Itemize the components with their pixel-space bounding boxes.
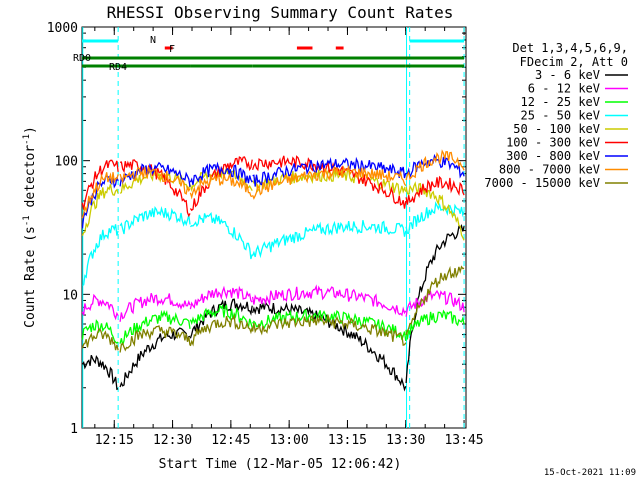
y-axis-label-sup-1: -1 xyxy=(22,215,32,226)
labels-layer: 1 10 100 1000 12:15 12:30 12:45 13:00 13:15 13:30… xyxy=(47,21,628,448)
timestamp: 15-Oct-2021 11:09 xyxy=(544,468,636,478)
y-tick-label: 100 xyxy=(55,155,78,170)
y-axis-label-main: Count Rate (s xyxy=(23,226,38,328)
series-line xyxy=(81,167,465,241)
x-tick-label: 13:00 xyxy=(270,433,309,448)
x-tick-label: 13:15 xyxy=(328,433,367,448)
legend-entry-label: 300 - 800 keV xyxy=(506,149,600,163)
series-line xyxy=(81,149,465,219)
legend-header-line-2: FDecim 2, Att 0 xyxy=(520,55,628,69)
legend-entry-label: 7000 - 15000 keV xyxy=(484,176,600,190)
legend-entry-label: 6 - 12 keV xyxy=(528,82,600,96)
x-tick-label: 12:30 xyxy=(153,433,192,448)
legend-entry-label: 800 - 7000 keV xyxy=(499,163,600,177)
y-tick-label: 10 xyxy=(62,288,78,303)
legend-entry-label: 25 - 50 keV xyxy=(521,109,600,123)
y-axis-label-end: ) xyxy=(23,126,38,134)
flag-bar-label: F xyxy=(169,44,175,55)
legend-entry-label: 12 - 25 keV xyxy=(521,95,600,109)
flag-bar-label: N xyxy=(150,35,156,46)
flag-bar-label: RD4 xyxy=(109,62,127,73)
y-tick-label: 1 xyxy=(70,422,78,437)
y-axis-label-sup-2: -1 xyxy=(22,134,32,145)
x-axis-label: Start Time (12-Mar-05 12:06:42) xyxy=(159,457,402,472)
legend-entry-label: 3 - 6 keV xyxy=(535,68,600,82)
series-line xyxy=(81,284,465,322)
plot-frame xyxy=(81,26,467,429)
flag-bars-layer: N F RD0 RD4 xyxy=(73,35,465,73)
series-line xyxy=(81,265,465,353)
chart-title: RHESSI Observing Summary Count Rates xyxy=(107,3,454,22)
series-line xyxy=(81,303,465,346)
series-layer xyxy=(81,149,465,392)
legend-header-line-1: Det 1,3,4,5,6,9, xyxy=(512,41,628,55)
legend-entry-label: 50 - 100 keV xyxy=(513,122,600,136)
y-tick-label: 1000 xyxy=(47,21,78,36)
x-tick-label: 12:45 xyxy=(211,433,250,448)
x-tick-label: 12:15 xyxy=(95,433,134,448)
x-tick-label: 13:45 xyxy=(444,433,483,448)
plot-frame-layer xyxy=(81,26,467,429)
legend-entry-label: 100 - 300 keV xyxy=(506,136,600,150)
y-axis-label-middle: detector xyxy=(23,145,38,216)
series-line xyxy=(82,201,465,287)
series-line xyxy=(81,223,465,392)
y-axis-label: Count Rate (s-1 detector-1) xyxy=(22,126,38,328)
x-tick-label: 13:30 xyxy=(386,433,425,448)
flag-bar-label: RD0 xyxy=(73,53,91,64)
